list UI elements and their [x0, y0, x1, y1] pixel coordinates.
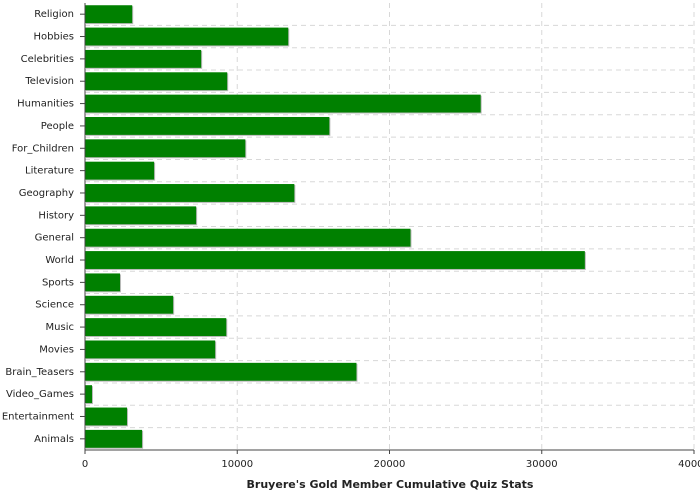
- bar: [85, 407, 128, 426]
- y-tick-label: Hobbies: [34, 32, 74, 43]
- bar: [85, 161, 155, 180]
- y-tick-label: Video_Games: [6, 389, 74, 400]
- y-tick-label: People: [41, 121, 74, 132]
- y-tick-label: Science: [35, 300, 74, 311]
- bar: [85, 139, 246, 158]
- y-tick-label: Movies: [39, 344, 74, 355]
- bar: [85, 27, 289, 46]
- bar: [85, 116, 330, 135]
- y-tick-label: World: [45, 255, 74, 266]
- x-tick-label: 0: [82, 459, 88, 470]
- x-tick-label: 40000: [678, 459, 700, 470]
- y-tick-label: Literature: [25, 166, 74, 177]
- x-tick-label: 30000: [526, 459, 558, 470]
- y-tick-label: Animals: [34, 434, 74, 445]
- bar: [85, 5, 133, 24]
- chart-title: Bruyere's Gold Member Cumulative Quiz St…: [247, 478, 534, 491]
- bar: [85, 295, 174, 314]
- y-tick-label: For_Children: [12, 143, 74, 154]
- bar: [85, 94, 481, 113]
- y-tick-label: Celebrities: [21, 54, 74, 65]
- bar: [85, 228, 411, 247]
- bar: [85, 362, 357, 381]
- y-tick-label: Entertainment: [2, 411, 74, 422]
- bar: [85, 340, 216, 359]
- y-tick-label: Religion: [34, 9, 74, 20]
- bar: [85, 273, 121, 292]
- x-tick-label: 20000: [374, 459, 406, 470]
- y-tick-label: Humanities: [17, 99, 74, 110]
- y-tick-label: Television: [24, 76, 74, 87]
- bar: [85, 251, 585, 269]
- bar: [85, 385, 93, 404]
- bar: [85, 72, 228, 91]
- bar: [85, 206, 197, 225]
- y-tick-label: Music: [46, 322, 74, 333]
- bar: [85, 184, 295, 202]
- y-tick-label: Sports: [42, 277, 74, 288]
- x-tick-label: 10000: [221, 459, 253, 470]
- bar: [85, 429, 143, 448]
- bar: [85, 318, 227, 337]
- y-tick-label: History: [38, 210, 74, 221]
- y-tick-label: General: [35, 233, 74, 244]
- y-tick-label: Geography: [19, 188, 74, 199]
- y-tick-label: Brain_Teasers: [5, 367, 74, 378]
- bar: [85, 49, 202, 68]
